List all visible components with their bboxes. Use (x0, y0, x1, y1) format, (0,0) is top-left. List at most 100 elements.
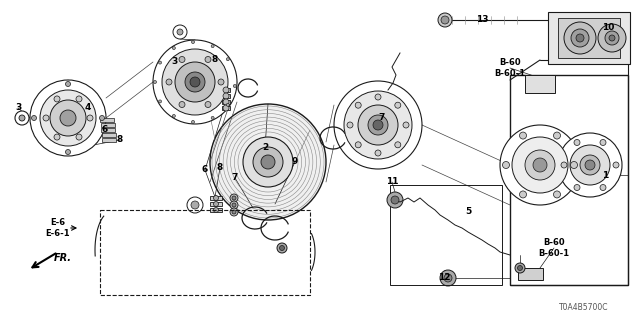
Circle shape (358, 105, 398, 145)
Text: 3: 3 (15, 103, 21, 113)
Circle shape (76, 96, 82, 102)
Circle shape (205, 57, 211, 62)
Circle shape (60, 110, 76, 126)
Circle shape (580, 155, 600, 175)
Circle shape (223, 105, 229, 111)
Circle shape (223, 87, 229, 93)
Text: 2: 2 (262, 143, 268, 153)
Circle shape (153, 40, 237, 124)
Circle shape (387, 192, 403, 208)
Circle shape (230, 201, 238, 209)
Circle shape (31, 116, 36, 121)
Circle shape (558, 133, 622, 197)
Circle shape (613, 162, 619, 168)
Circle shape (210, 104, 326, 220)
Circle shape (520, 191, 527, 198)
Circle shape (403, 122, 409, 128)
Text: 8: 8 (212, 55, 218, 65)
Bar (548, 12, 630, 64)
Circle shape (191, 41, 195, 44)
Circle shape (609, 35, 615, 41)
Circle shape (227, 103, 229, 106)
Bar (102, 138, 116, 142)
Circle shape (179, 101, 185, 108)
Circle shape (162, 49, 228, 115)
Bar (222, 106, 230, 110)
Circle shape (230, 194, 238, 202)
Circle shape (334, 81, 422, 169)
Circle shape (570, 145, 610, 185)
Circle shape (502, 162, 509, 169)
Circle shape (261, 155, 275, 169)
Circle shape (355, 102, 361, 108)
Text: 11: 11 (386, 178, 398, 187)
Circle shape (54, 96, 60, 102)
Circle shape (232, 203, 236, 207)
Circle shape (30, 80, 106, 156)
Circle shape (214, 207, 218, 212)
Circle shape (280, 245, 285, 251)
Bar (210, 196, 222, 200)
Bar (210, 208, 222, 212)
Circle shape (600, 140, 606, 146)
Circle shape (40, 90, 96, 146)
Text: 3: 3 (172, 58, 178, 67)
Circle shape (191, 201, 199, 209)
Circle shape (344, 91, 412, 159)
Circle shape (561, 162, 567, 168)
Circle shape (234, 84, 236, 87)
Circle shape (571, 29, 589, 47)
Circle shape (243, 137, 293, 187)
Text: 6: 6 (202, 165, 208, 174)
Circle shape (391, 196, 399, 204)
Circle shape (172, 115, 175, 117)
Circle shape (576, 34, 584, 42)
Circle shape (159, 100, 161, 103)
Text: 6: 6 (102, 125, 108, 134)
Circle shape (154, 81, 157, 84)
Circle shape (520, 132, 527, 139)
Circle shape (232, 210, 236, 214)
Circle shape (600, 185, 606, 190)
Bar (518, 268, 543, 280)
Circle shape (518, 266, 522, 270)
Text: B-60
B-60-1: B-60 B-60-1 (538, 238, 570, 258)
Text: B-60
B-60-1: B-60 B-60-1 (495, 58, 525, 78)
Circle shape (533, 158, 547, 172)
Bar (222, 88, 230, 92)
Circle shape (190, 77, 200, 87)
Circle shape (65, 82, 70, 86)
Circle shape (574, 140, 580, 146)
Circle shape (50, 100, 86, 136)
Circle shape (172, 46, 175, 50)
Text: FR.: FR. (54, 253, 72, 263)
Circle shape (214, 202, 218, 206)
Circle shape (441, 16, 449, 24)
Circle shape (223, 99, 229, 105)
Circle shape (570, 162, 577, 169)
Text: 1: 1 (602, 171, 608, 180)
Bar (390, 185, 502, 285)
Circle shape (574, 185, 580, 190)
Circle shape (598, 24, 626, 52)
Circle shape (177, 29, 183, 35)
Text: 7: 7 (379, 114, 385, 123)
Circle shape (218, 79, 224, 85)
Bar (222, 94, 230, 98)
Circle shape (585, 160, 595, 170)
Bar (100, 118, 114, 122)
Circle shape (230, 208, 238, 216)
Circle shape (76, 134, 82, 140)
Circle shape (65, 149, 70, 155)
Text: 12: 12 (438, 274, 451, 283)
Circle shape (375, 94, 381, 100)
Circle shape (253, 147, 283, 177)
Circle shape (440, 270, 456, 286)
Circle shape (211, 116, 214, 119)
Circle shape (54, 134, 60, 140)
Circle shape (395, 102, 401, 108)
Circle shape (515, 263, 525, 273)
Circle shape (19, 115, 25, 121)
Circle shape (205, 101, 211, 108)
Circle shape (277, 243, 287, 253)
